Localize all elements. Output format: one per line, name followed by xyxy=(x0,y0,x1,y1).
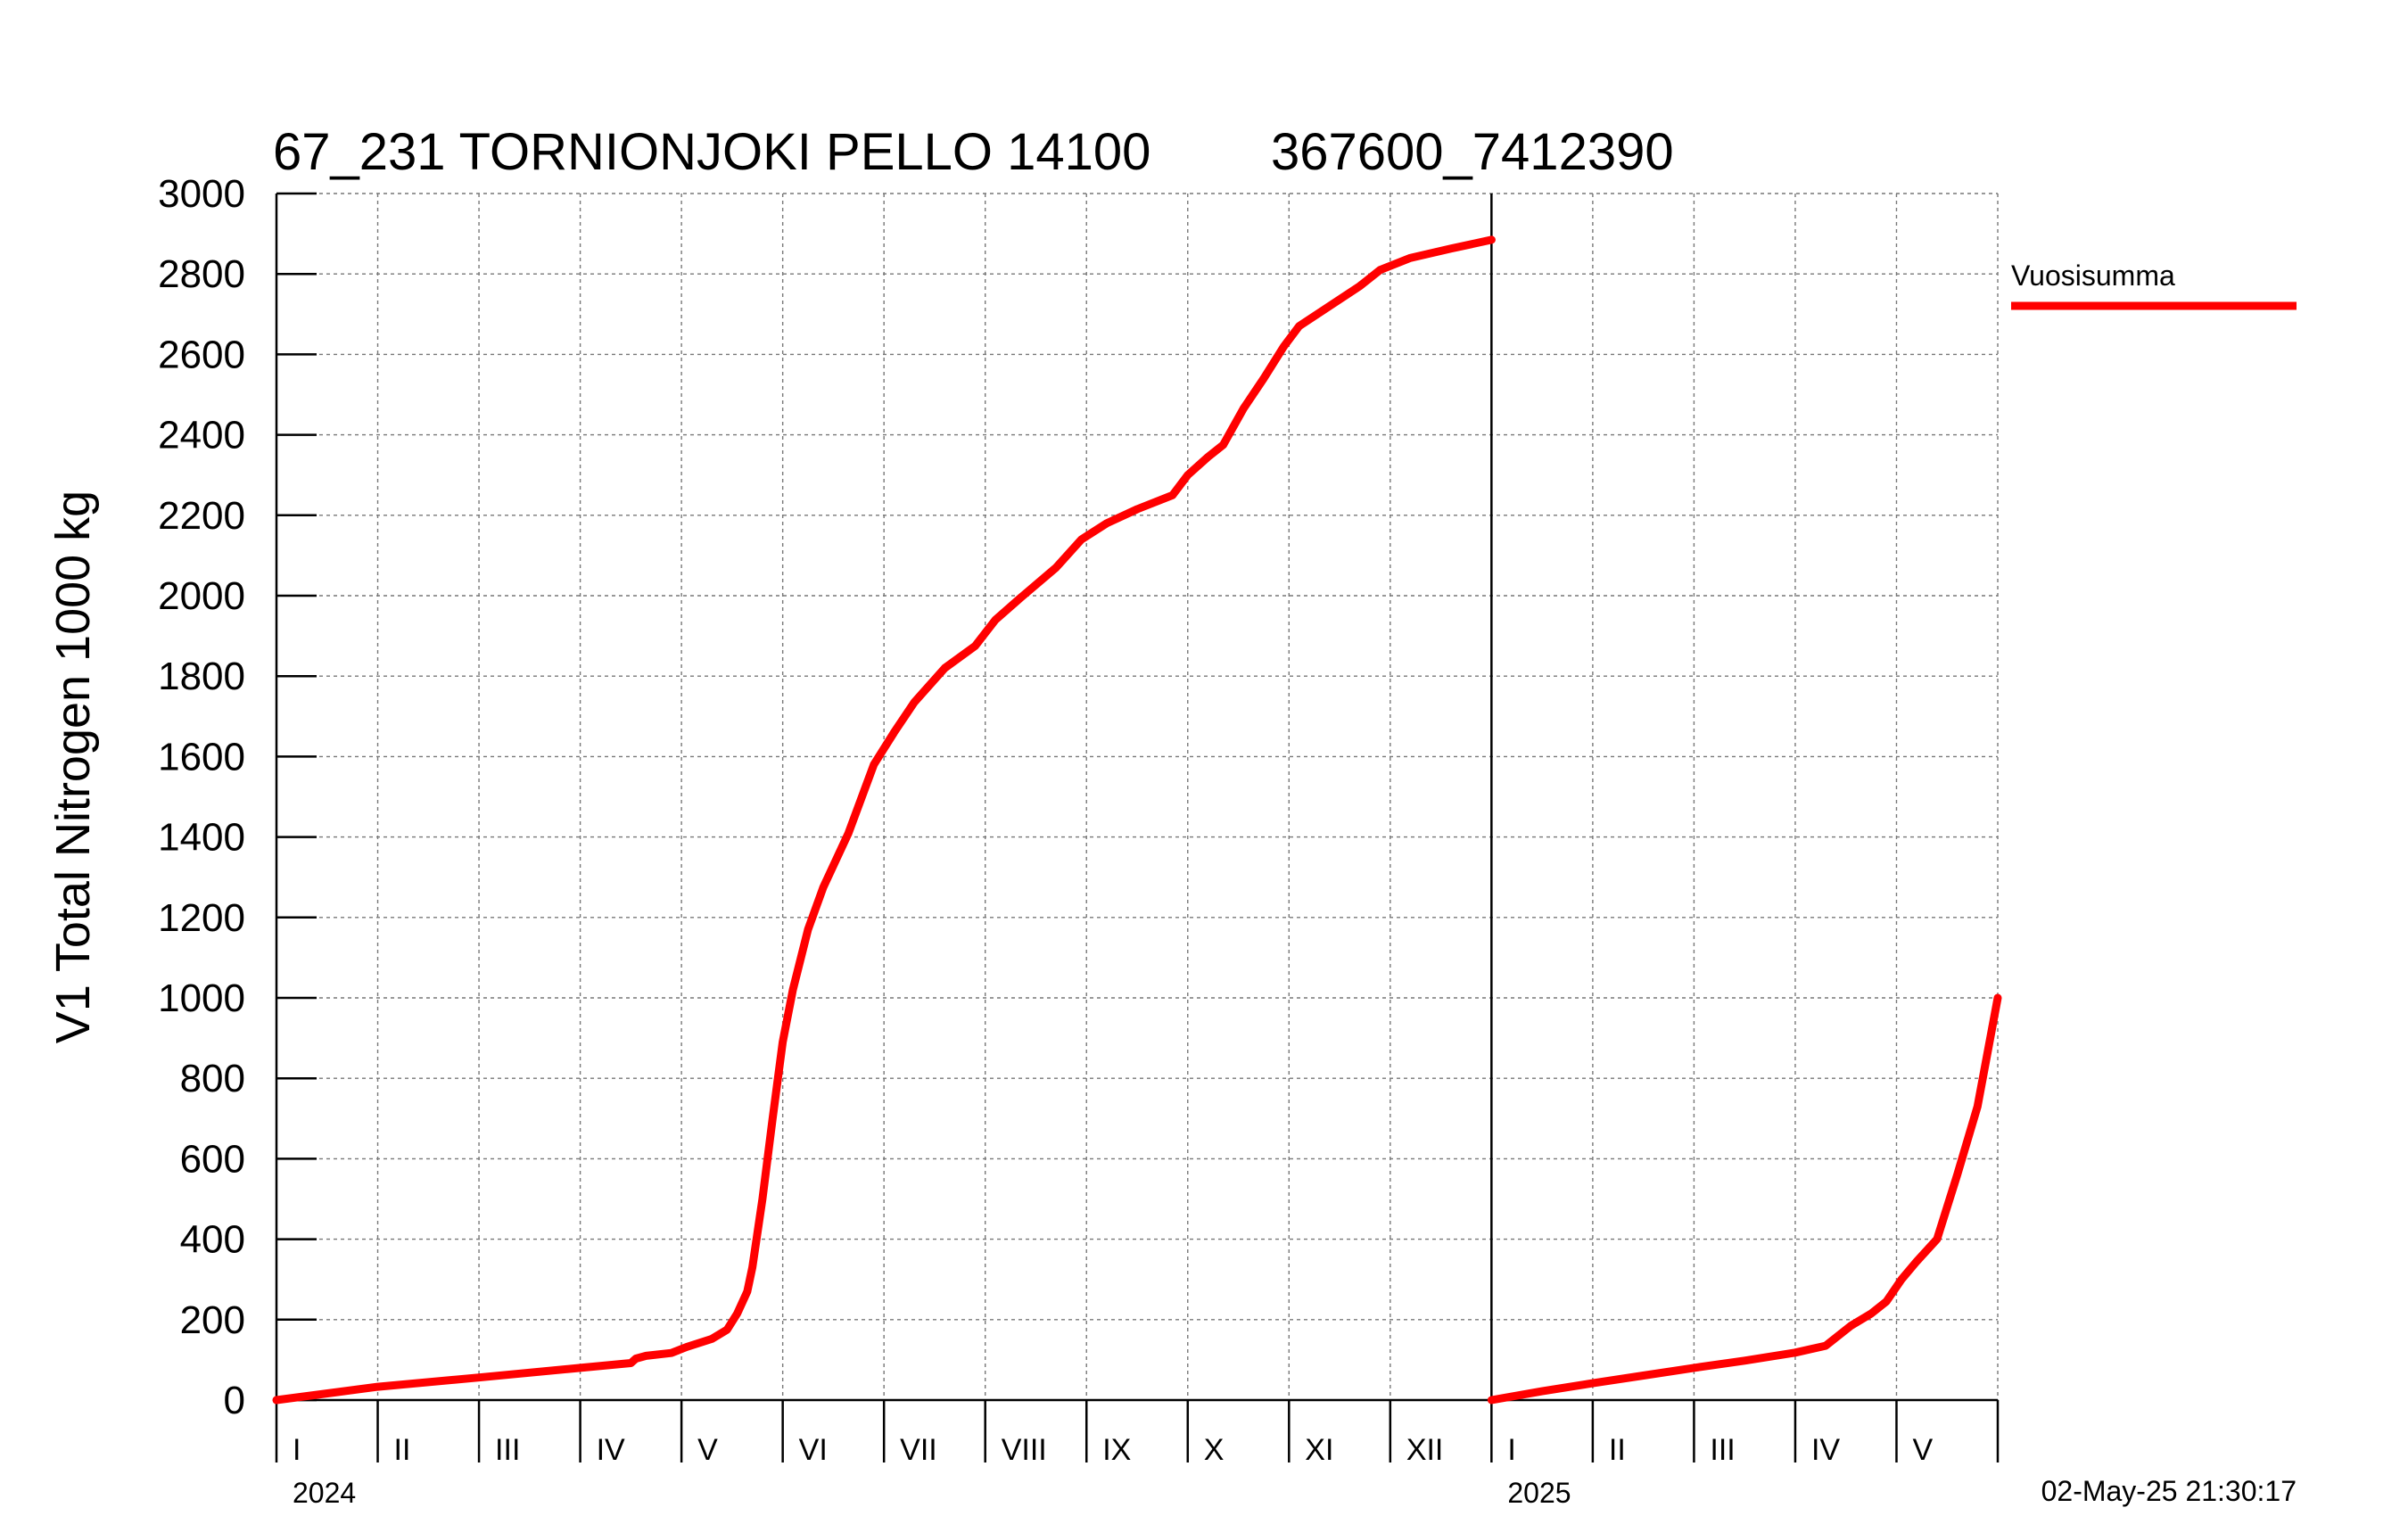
timestamp: 02-May-25 21:30:17 xyxy=(2041,1475,2297,1507)
y-tick-label-1000: 1000 xyxy=(158,976,245,1020)
x-year-label-2025: 2025 xyxy=(1507,1477,1571,1509)
y-tick-label-1200: 1200 xyxy=(158,896,245,940)
x-month-label-14: II xyxy=(1609,1433,1626,1467)
y-tick-label-2000: 2000 xyxy=(158,574,245,618)
x-month-label-2: II xyxy=(394,1433,411,1467)
y-tick-label-1600: 1600 xyxy=(158,735,245,779)
x-month-label-4: IV xyxy=(597,1433,625,1467)
x-month-label-1: I xyxy=(293,1433,301,1467)
series-lines xyxy=(272,235,2002,1405)
x-month-label-6: VI xyxy=(799,1433,828,1467)
x-month-label-10: X xyxy=(1204,1433,1225,1467)
y-tick-label-0: 0 xyxy=(224,1379,245,1422)
x-month-label-5: V xyxy=(697,1433,718,1467)
y-tick-label-400: 400 xyxy=(180,1218,245,1262)
y-tick-label-600: 600 xyxy=(180,1137,245,1181)
x-year-labels: 2024 2025 xyxy=(293,1477,1571,1509)
x-month-label-8: VIII xyxy=(1002,1433,1047,1467)
x-month-label-15: III xyxy=(1710,1433,1735,1467)
x-month-label-7: VII xyxy=(900,1433,937,1467)
y-tick-label-3000: 3000 xyxy=(158,172,245,216)
y-tick-label-2400: 2400 xyxy=(158,414,245,457)
chart-title: 67_231 TORNIONJOKI PELLO 14100 xyxy=(273,123,1150,181)
x-month-label-3: III xyxy=(495,1433,520,1467)
x-month-labels: I II III IV V VI VII VIII IX X XI XII I II III IV V xyxy=(293,1433,1933,1467)
y-tick-label-2800: 2800 xyxy=(158,252,245,296)
y-axis-label: V1 Total Nitrogen 1000 kg xyxy=(46,490,100,1043)
legend-label-vuosisumma: Vuosisumma xyxy=(2011,260,2175,292)
series-line-vuosisumma-1 xyxy=(272,235,1496,1405)
y-tick-label-1400: 1400 xyxy=(158,816,245,860)
y-tick-label-2200: 2200 xyxy=(158,494,245,538)
chart-subtitle: 367600_7412390 xyxy=(1271,123,1674,181)
x-month-label-9: IX xyxy=(1102,1433,1131,1467)
x-month-label-16: IV xyxy=(1811,1433,1840,1467)
y-tick-labels: 0 200 400 600 800 1000 1200 1400 1600 1800 2000 220… xyxy=(158,172,245,1422)
legend: Vuosisumma xyxy=(2011,260,2297,310)
y-tick-label-200: 200 xyxy=(180,1298,245,1342)
x-month-label-11: XI xyxy=(1305,1433,1333,1467)
y-tick-label-1800: 1800 xyxy=(158,655,245,698)
x-month-label-17: V xyxy=(1912,1433,1933,1467)
series-line-vuosisumma-2 xyxy=(1487,993,2002,1405)
y-tick-label-2600: 2600 xyxy=(158,333,245,376)
y-tick-label-800: 800 xyxy=(180,1057,245,1100)
x-month-label-12: XII xyxy=(1406,1433,1444,1467)
x-year-label-2024: 2024 xyxy=(293,1477,356,1509)
x-month-label-13: I xyxy=(1507,1433,1515,1467)
grid-lines xyxy=(276,193,1999,1400)
axes xyxy=(275,192,2000,1462)
